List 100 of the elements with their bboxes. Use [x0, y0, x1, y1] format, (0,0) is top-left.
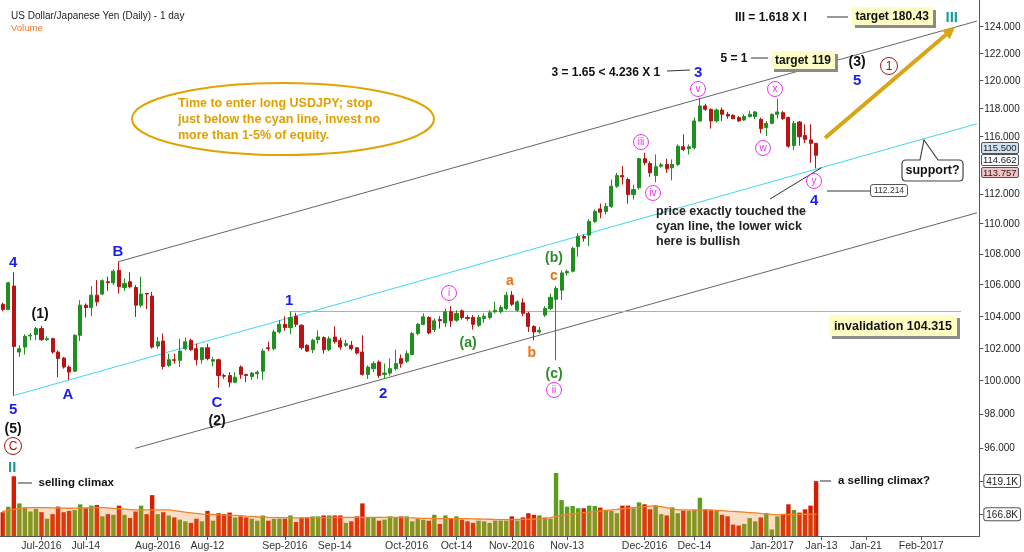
annotation: support?: [905, 163, 960, 177]
x-tick-label: Oct-14: [440, 538, 473, 551]
y-tick-label: 104.000: [984, 310, 1021, 322]
candlestick: [45, 335, 49, 342]
candlestick: [344, 339, 348, 348]
candlestick: [620, 165, 624, 186]
candlestick: [598, 203, 602, 219]
annotation: w: [755, 140, 771, 156]
annotation: (c): [545, 365, 563, 381]
candlestick: [709, 108, 713, 130]
candlestick: [698, 97, 702, 123]
candlestick: [117, 261, 121, 295]
annotation: target 119: [771, 51, 836, 69]
candlestick: [327, 335, 331, 352]
y2-tick-label: 166.8K: [986, 508, 1019, 520]
candlestick: [106, 276, 110, 292]
candlestick: [399, 354, 403, 369]
candlestick: [172, 353, 176, 365]
candlestick: [720, 106, 724, 122]
candlestick: [648, 160, 652, 178]
annotation: A: [62, 384, 74, 402]
candlestick: [488, 309, 492, 321]
candlestick: [643, 152, 647, 166]
annotation: iv: [645, 185, 661, 201]
candlestick: [200, 346, 204, 365]
annotation: 4: [810, 190, 819, 208]
candlestick: [261, 348, 265, 381]
annotation: 4: [9, 252, 18, 270]
candlestick: [670, 158, 674, 181]
candlestick: [12, 271, 16, 397]
y-tick-label: 124.000: [984, 20, 1021, 32]
text: 113.757: [981, 166, 1019, 178]
annotation: 3: [694, 62, 703, 80]
candlestick: [266, 341, 270, 352]
candlestick: [493, 301, 497, 314]
annotation: II: [8, 457, 17, 475]
x-tick-label: Dec-2016: [621, 538, 668, 551]
annotation: a: [506, 272, 514, 288]
candlestick: [17, 344, 21, 358]
y-tick-label: 116.000: [984, 130, 1021, 142]
candlestick: [294, 312, 298, 328]
y-tick-label: 118.000: [984, 102, 1021, 114]
candlestick: [128, 271, 132, 289]
candlestick: [150, 291, 154, 350]
annotation: 1: [285, 290, 294, 308]
candlestick: [714, 108, 719, 124]
annotation: v: [690, 81, 706, 97]
annotation: c: [550, 267, 558, 283]
candlestick: [316, 329, 320, 345]
x-tick-label: Jul-2016: [21, 538, 62, 551]
y-tick-label: 106.000: [984, 279, 1021, 291]
x-tick-label: Feb-2017: [898, 538, 944, 551]
candlestick: [587, 218, 591, 247]
annotation: ii: [546, 382, 562, 398]
candlestick: [288, 311, 293, 335]
candlestick: [571, 246, 575, 273]
candlestick: [432, 317, 436, 333]
candlestick: [311, 338, 315, 354]
candlestick: [394, 349, 398, 371]
annotation: III = 1.618 X I: [735, 10, 807, 24]
candlestick: [703, 103, 707, 112]
x-tick-label: Jan-2017: [749, 538, 794, 551]
annotation: (b): [545, 249, 563, 265]
candlestick: [792, 120, 796, 151]
candlestick: [183, 337, 187, 351]
candlestick: [95, 279, 99, 307]
candlestick: [84, 302, 88, 318]
candlestick: [665, 158, 669, 174]
x-tick-label: Aug-12: [190, 538, 225, 551]
annotation: (1): [31, 305, 49, 321]
candlestick: [228, 371, 232, 388]
candlestick: [593, 209, 597, 224]
annotation: 2: [379, 383, 388, 401]
x-tick-label: Jan-21: [849, 538, 883, 551]
y-tick-label: 120.000: [984, 74, 1021, 86]
candlestick: [145, 292, 149, 310]
annotation: C: [211, 392, 223, 410]
candlestick: [122, 277, 127, 292]
y-tick-label: 96.000: [984, 442, 1016, 454]
candlestick: [111, 268, 115, 286]
candlestick: [1, 302, 5, 312]
candlestick: [161, 333, 165, 370]
x-tick-label: Oct-2016: [385, 538, 429, 551]
annotation: target 180.43: [851, 7, 933, 25]
text: 114.662: [981, 154, 1019, 166]
y-tick-label: 110.000: [984, 218, 1021, 230]
candlestick: [626, 177, 630, 205]
annotation: (5): [4, 420, 22, 436]
candlestick: [134, 284, 138, 318]
annotation: iii: [633, 134, 649, 150]
candlestick: [167, 353, 171, 368]
candlestick: [582, 233, 586, 243]
candlestick: [510, 290, 514, 307]
candlestick: [233, 371, 237, 384]
candlestick: [637, 157, 641, 191]
candlestick: [100, 278, 104, 296]
candlestick: [454, 309, 459, 323]
candlestick: [139, 276, 143, 309]
candlestick: [742, 113, 746, 122]
annotation: 5: [9, 399, 18, 417]
